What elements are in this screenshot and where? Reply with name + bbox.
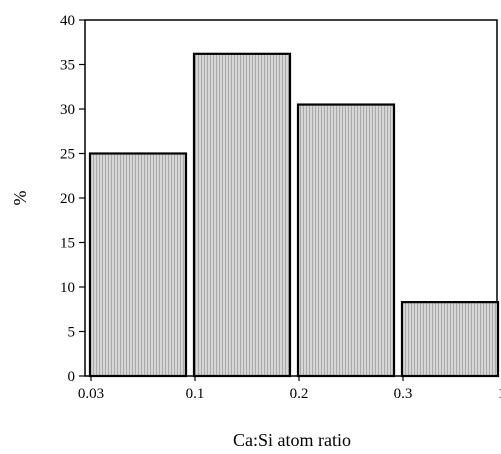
y-tick-label: 25 (60, 147, 75, 163)
bars-layer (88, 52, 500, 378)
histogram-bar (192, 52, 292, 378)
y-axis: 0 5 10 15 20 25 30 35 40 (60, 13, 85, 385)
y-tick-label: 15 (60, 236, 75, 252)
x-tick-label: 1.0 (498, 386, 501, 402)
y-tick-label: 30 (60, 102, 75, 118)
x-tick-label: 0.1 (186, 386, 205, 402)
x-axis: 0.03 0.1 0.2 0.3 1.0 (78, 376, 501, 402)
histogram-bar (296, 103, 396, 378)
x-axis-title: Ca:Si atom ratio (233, 430, 351, 450)
y-tick-label: 20 (60, 191, 75, 207)
histogram-bar (88, 152, 188, 378)
x-tick-label: 0.03 (78, 386, 104, 402)
histogram-bar (400, 301, 500, 378)
y-tick-label: 35 (60, 58, 75, 74)
y-tick-label: 0 (68, 369, 76, 385)
x-tick-label: 0.2 (290, 386, 309, 402)
y-axis-title: % (10, 191, 30, 206)
y-tick-label: 40 (60, 13, 75, 29)
x-tick-label: 0.3 (394, 386, 413, 402)
y-tick-label: 5 (68, 325, 76, 341)
y-tick-label: 10 (60, 280, 75, 296)
